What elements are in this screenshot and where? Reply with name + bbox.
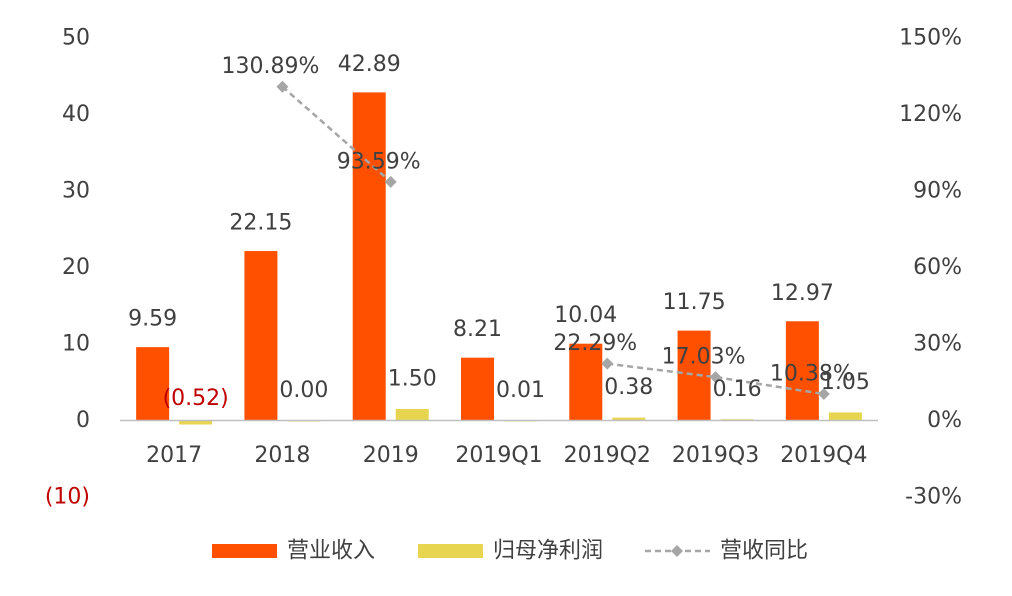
y-left-tick-label: 30 <box>62 179 90 204</box>
x-tick-label: 2019Q2 <box>564 443 651 468</box>
revenue-bar <box>244 251 278 421</box>
net-profit-bar <box>612 417 646 421</box>
y-right-axis: -30% 0% 30% 60% 90% 120% 150% <box>899 26 962 510</box>
revenue-value-label: 8.21 <box>453 317 502 342</box>
revenue-value-label: 10.04 <box>554 303 617 328</box>
legend-label-yoy: 营收同比 <box>720 539 808 564</box>
yoy-marker <box>601 357 614 370</box>
revenue-value-label: 22.15 <box>229 211 292 236</box>
revenue-value-label: 12.97 <box>771 281 834 306</box>
revenue-bar <box>677 330 711 421</box>
y-left-tick-label: 10 <box>62 332 90 357</box>
yoy-marker <box>276 80 289 93</box>
net-profit-bar <box>828 412 862 421</box>
legend: 营业收入 归母净利润 营收同比 <box>212 539 808 564</box>
legend-swatch-revenue <box>212 544 277 558</box>
revenue-bar <box>569 343 603 421</box>
yoy-marker <box>709 371 722 384</box>
yoy-line <box>281 85 392 183</box>
x-tick-label: 2019Q4 <box>780 443 867 468</box>
y-right-tick-label: 30% <box>913 332 962 357</box>
net-profit-bar <box>395 409 429 421</box>
y-left-tick-label: 20 <box>62 255 90 280</box>
y-left-axis: (10) 0 10 20 30 40 50 <box>45 26 90 510</box>
revenue-value-label: 42.89 <box>338 52 401 77</box>
y-right-tick-label: 120% <box>899 102 962 127</box>
net-profit-value-label: (0.52) <box>163 386 229 411</box>
y-left-tick-label: (10) <box>45 485 90 510</box>
revenue-bar <box>352 92 386 421</box>
revenue-value-label: 11.75 <box>663 290 726 315</box>
revenue-bar <box>461 357 494 421</box>
net-profit-value-label: 0.16 <box>713 377 762 402</box>
y-right-tick-label: 90% <box>913 179 962 204</box>
yoy-line <box>607 362 825 396</box>
yoy-marker <box>384 175 397 188</box>
legend-label-net-profit: 归母净利润 <box>493 539 603 564</box>
revenue-value-label: 9.59 <box>128 307 177 332</box>
data-labels: 9.59 (0.52) 22.15 0.00 130.89% 42.89 1.50 93.59… <box>128 52 870 411</box>
y-left-tick-label: 40 <box>62 102 90 127</box>
net-profit-value-label: 1.50 <box>388 367 437 392</box>
x-tick-label: 2017 <box>146 443 202 468</box>
yoy-marker <box>817 388 830 401</box>
revenue-bar <box>136 347 170 421</box>
yoy-value-label: 130.89% <box>221 54 319 79</box>
y-right-tick-label: 60% <box>913 255 962 280</box>
yoy-value-label: 10.38% <box>770 362 854 387</box>
legend-label-revenue: 营业收入 <box>287 539 375 564</box>
yoy-value-label: 93.59% <box>337 149 421 174</box>
y-right-tick-label: 150% <box>899 26 962 51</box>
x-tick-label: 2019Q1 <box>455 443 542 468</box>
net-profit-value-label: 0.00 <box>279 378 328 403</box>
y-right-tick-label: -30% <box>905 485 962 510</box>
y-left-tick-label: 0 <box>76 408 90 433</box>
y-right-tick-label: 0% <box>927 408 962 433</box>
x-tick-label: 2019Q3 <box>672 443 759 468</box>
bars <box>136 92 862 425</box>
x-axis: 2017 2018 2019 2019Q1 2019Q2 2019Q3 2019Q4 <box>146 443 867 468</box>
legend-marker-yoy <box>671 545 683 557</box>
x-tick-label: 2019 <box>363 443 419 468</box>
net-profit-bar <box>179 420 213 425</box>
net-profit-value-label: 0.38 <box>604 375 653 400</box>
legend-swatch-net-profit <box>418 544 483 558</box>
yoy-value-label: 17.03% <box>662 345 746 370</box>
revenue-bar <box>785 321 819 421</box>
y-left-tick-label: 50 <box>62 26 90 51</box>
yoy-value-label: 22.29% <box>553 331 637 356</box>
net-profit-value-label: 0.01 <box>496 378 545 403</box>
x-tick-label: 2018 <box>254 443 310 468</box>
net-profit-value-label: 1.05 <box>821 370 870 395</box>
yoy-line-series <box>276 80 830 401</box>
